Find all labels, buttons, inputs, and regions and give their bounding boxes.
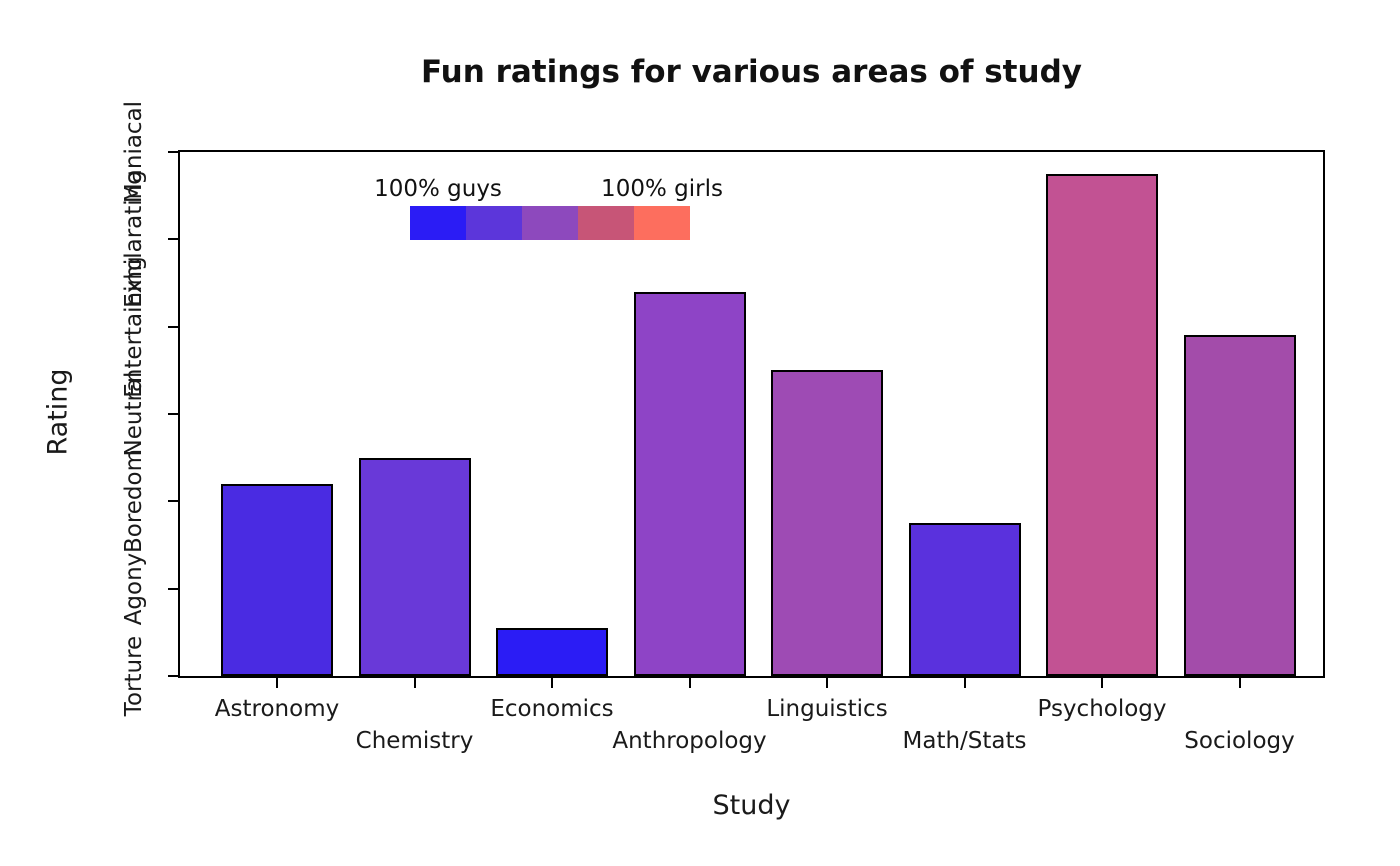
y-tick-label-maniacal: Maniacal	[121, 100, 147, 204]
y-tick	[168, 587, 178, 590]
legend-gradient-block	[522, 206, 578, 240]
bar-math-stats	[908, 523, 1021, 676]
y-tick	[168, 151, 178, 153]
x-tick	[826, 676, 828, 688]
legend-gradient-block	[578, 206, 634, 240]
x-tick	[688, 676, 691, 688]
y-tick-label-agony: Agony	[121, 552, 147, 625]
x-tick	[551, 676, 553, 688]
x-tick	[413, 676, 416, 688]
y-tick	[168, 238, 178, 241]
x-tick-label-economics: Economics	[490, 696, 614, 722]
y-tick-label-torture: Torture	[121, 635, 147, 717]
x-tick-label-psychology: Psychology	[1037, 696, 1167, 722]
x-tick	[1101, 676, 1103, 688]
x-tick-label-astronomy: Astronomy	[214, 696, 340, 722]
gender-legend: 100% guys 100% girls	[374, 176, 723, 240]
y-tick	[168, 325, 178, 328]
legend-label-guys: 100% guys	[374, 176, 502, 202]
x-tick-label-sociology: Sociology	[1184, 728, 1295, 754]
x-tick-label-anthropology: Anthropology	[612, 728, 767, 754]
chart-title: Fun ratings for various areas of study	[421, 54, 1082, 90]
x-tick-label-linguistics: Linguistics	[766, 696, 888, 722]
legend-gradient-block	[466, 206, 522, 240]
legend-gradient-block	[410, 206, 466, 240]
plot-area: 100% guys 100% girls Torture Agony Boredom…	[121, 101, 1325, 754]
gender-gradient-strip	[410, 206, 690, 240]
x-tick	[276, 676, 278, 688]
y-tick	[168, 413, 178, 415]
x-tick	[1238, 676, 1241, 688]
y-axis-title: Rating	[42, 368, 74, 456]
bar-linguistics	[771, 370, 883, 676]
bar-economics	[496, 627, 608, 676]
bar-sociology	[1183, 335, 1296, 676]
legend-gradient-block	[634, 206, 690, 240]
bar-astronomy	[221, 483, 333, 676]
x-tick	[963, 676, 966, 688]
bar-chemistry	[358, 457, 471, 676]
y-tick-label-boredom: Boredom	[121, 449, 147, 554]
x-axis-title: Study	[712, 790, 791, 821]
legend-label-girls: 100% girls	[601, 176, 723, 202]
x-tick-label-chemistry: Chemistry	[355, 728, 474, 754]
bar-anthropology	[633, 291, 746, 676]
y-tick	[168, 500, 178, 503]
bar-psychology	[1046, 173, 1158, 676]
x-tick-label-math-stats: Math/Stats	[902, 728, 1027, 754]
y-tick	[168, 675, 178, 677]
